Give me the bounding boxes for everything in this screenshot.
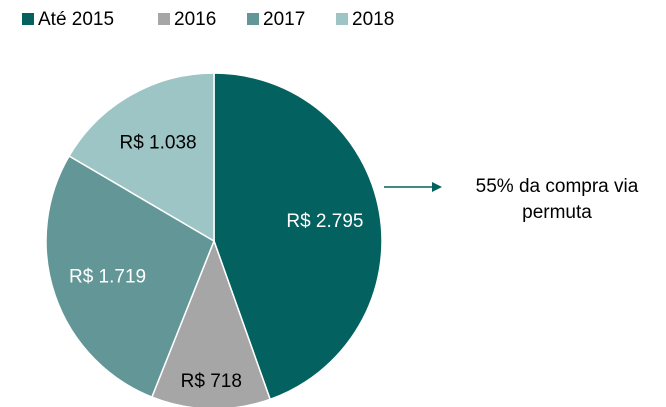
legend-label: Até 2015 [38,9,114,30]
legend-label: 2017 [263,9,305,30]
annotation-arrowhead [432,182,442,192]
legend-swatch [336,13,348,25]
legend-swatch [158,13,170,25]
data-label: R$ 1.719 [69,267,146,288]
annotation: 55% da compra via permuta [475,176,639,223]
data-label: R$ 1.038 [119,132,196,153]
legend-label: 2016 [174,9,216,30]
legend-swatch [22,13,34,25]
legend-swatch [247,13,259,25]
pie-slice [150,238,272,407]
data-label: R$ 2.795 [286,211,363,232]
pie-slice [68,72,215,243]
pie-slice [213,72,383,401]
pie-slice [45,154,215,399]
legend-label: 2018 [352,9,394,30]
data-label: R$ 718 [181,371,242,392]
